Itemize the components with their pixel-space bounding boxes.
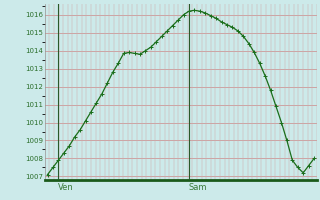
Text: Ven: Ven bbox=[59, 183, 74, 192]
Text: Sam: Sam bbox=[189, 183, 207, 192]
